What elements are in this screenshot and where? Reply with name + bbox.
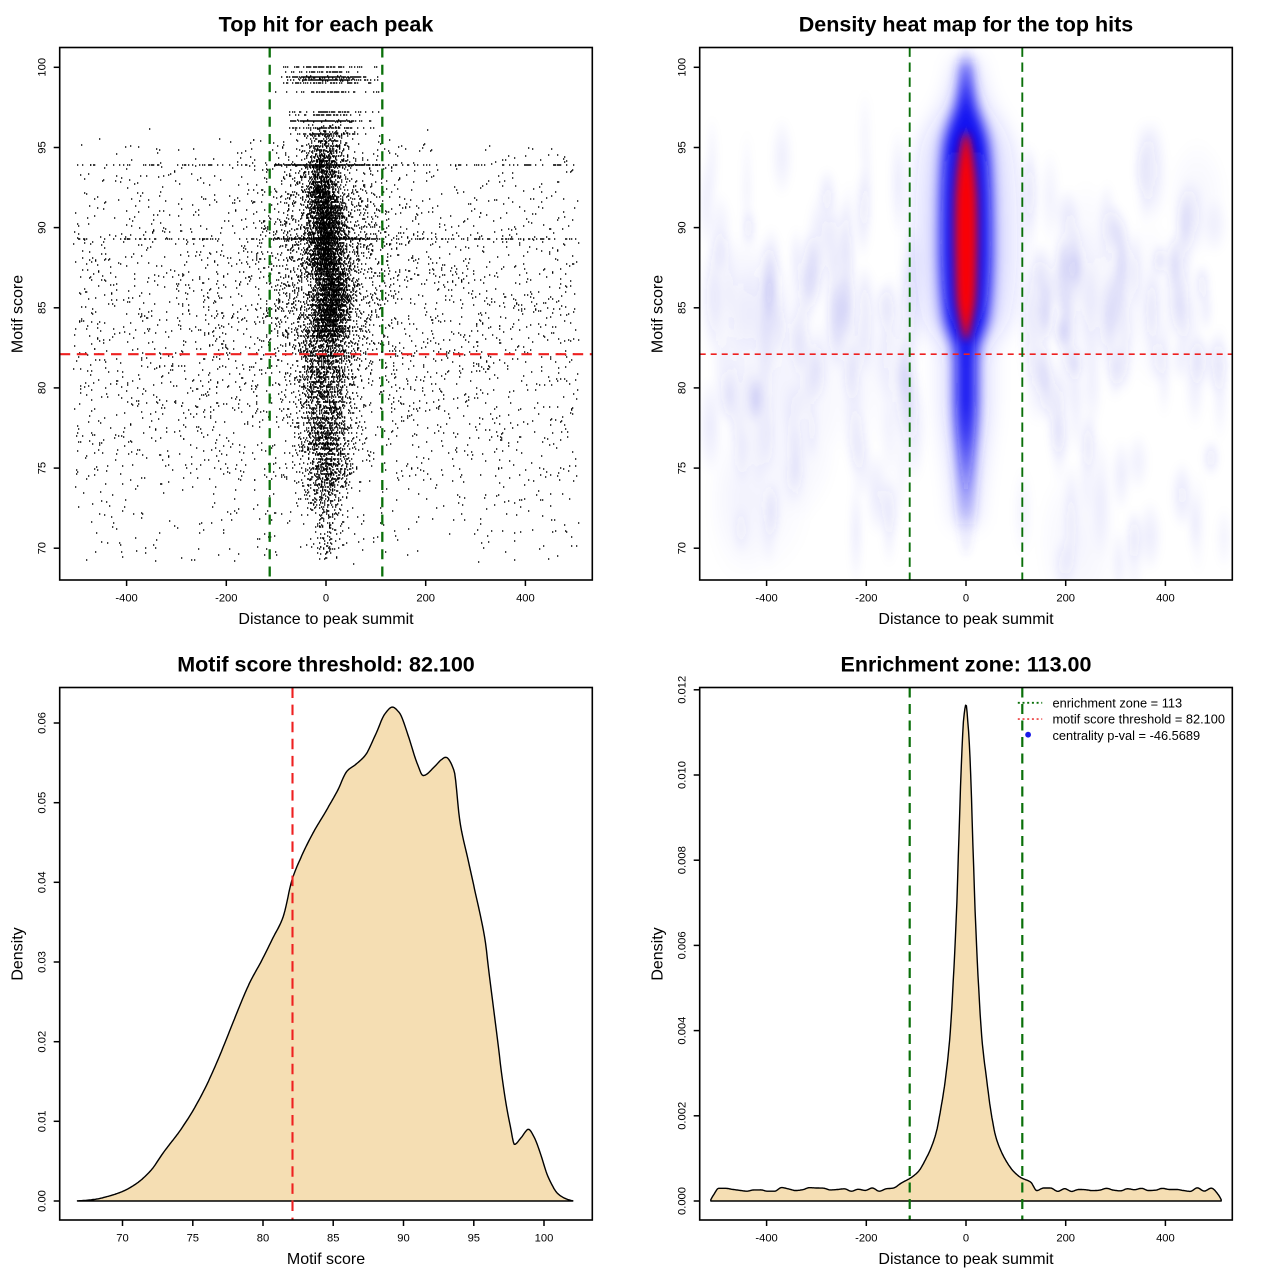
svg-text:0: 0 [963, 593, 969, 605]
svg-text:90: 90 [677, 221, 689, 233]
svg-text:0.00: 0.00 [37, 1190, 49, 1212]
svg-text:0.004: 0.004 [677, 1017, 689, 1045]
svg-text:400: 400 [1156, 1233, 1175, 1245]
svg-text:0.05: 0.05 [37, 792, 49, 814]
svg-text:90: 90 [397, 1233, 409, 1245]
svg-text:0.006: 0.006 [677, 931, 689, 959]
svg-text:95: 95 [677, 141, 689, 153]
svg-text:0: 0 [963, 1233, 969, 1245]
svg-text:Top hit for each peak: Top hit for each peak [219, 13, 434, 37]
svg-text:75: 75 [677, 462, 689, 474]
svg-text:400: 400 [1156, 593, 1175, 605]
svg-text:0: 0 [323, 593, 329, 605]
svg-text:Density: Density [650, 927, 667, 980]
svg-text:0.06: 0.06 [37, 712, 49, 734]
svg-text:200: 200 [416, 593, 435, 605]
svg-text:0.03: 0.03 [37, 951, 49, 973]
svg-text:centrality p-val = -46.5689: centrality p-val = -46.5689 [1053, 728, 1201, 743]
svg-text:100: 100 [535, 1233, 554, 1245]
svg-text:enrichment zone = 113: enrichment zone = 113 [1053, 695, 1183, 710]
svg-text:-200: -200 [215, 593, 237, 605]
svg-text:100: 100 [37, 58, 49, 77]
svg-text:0.002: 0.002 [677, 1102, 689, 1130]
svg-text:90: 90 [37, 221, 49, 233]
svg-text:95: 95 [468, 1233, 480, 1245]
svg-text:70: 70 [116, 1233, 128, 1245]
svg-text:200: 200 [1056, 593, 1075, 605]
svg-text:75: 75 [187, 1233, 199, 1245]
svg-text:75: 75 [37, 462, 49, 474]
svg-text:80: 80 [37, 382, 49, 394]
svg-text:0.01: 0.01 [37, 1110, 49, 1132]
svg-text:Enrichment zone: 113.00: Enrichment zone: 113.00 [841, 653, 1092, 677]
svg-text:Distance to peak summit: Distance to peak summit [238, 611, 414, 628]
svg-text:80: 80 [677, 382, 689, 394]
svg-text:Motif score: Motif score [287, 1251, 365, 1268]
svg-text:-200: -200 [855, 593, 877, 605]
svg-text:70: 70 [37, 542, 49, 554]
svg-text:95: 95 [37, 141, 49, 153]
svg-text:70: 70 [677, 542, 689, 554]
svg-text:Motif score: Motif score [650, 275, 667, 353]
svg-text:0.02: 0.02 [37, 1031, 49, 1053]
svg-text:Density heat map for the top h: Density heat map for the top hits [799, 13, 1134, 37]
svg-text:Distance to peak summit: Distance to peak summit [878, 611, 1054, 628]
svg-text:Density: Density [10, 927, 27, 980]
svg-text:motif score threshold = 82.100: motif score threshold = 82.100 [1053, 712, 1226, 727]
svg-text:0.000: 0.000 [677, 1187, 689, 1215]
svg-text:80: 80 [257, 1233, 269, 1245]
svg-text:Motif score: Motif score [10, 275, 27, 353]
svg-text:Motif score threshold: 82.100: Motif score threshold: 82.100 [177, 653, 475, 677]
svg-text:-400: -400 [755, 593, 777, 605]
svg-text:0.008: 0.008 [677, 846, 689, 874]
svg-text:Distance to peak summit: Distance to peak summit [878, 1251, 1054, 1268]
svg-text:0.012: 0.012 [677, 676, 689, 704]
svg-text:-400: -400 [755, 1233, 777, 1245]
svg-text:-200: -200 [855, 1233, 877, 1245]
svg-text:-400: -400 [115, 593, 137, 605]
svg-text:400: 400 [516, 593, 535, 605]
svg-text:85: 85 [37, 302, 49, 314]
svg-text:0.04: 0.04 [37, 871, 49, 893]
svg-text:100: 100 [677, 58, 689, 77]
svg-text:0.010: 0.010 [677, 761, 689, 789]
svg-text:85: 85 [327, 1233, 339, 1245]
svg-text:85: 85 [677, 302, 689, 314]
svg-text:200: 200 [1056, 1233, 1075, 1245]
